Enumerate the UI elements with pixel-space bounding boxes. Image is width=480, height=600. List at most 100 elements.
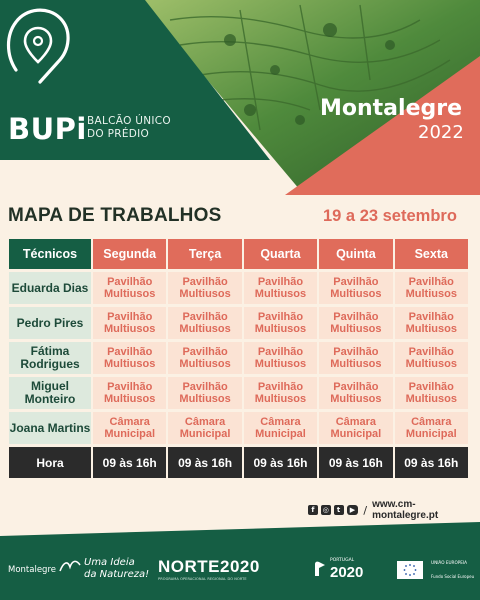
location-line: Pavilhão (333, 381, 379, 393)
footer (0, 522, 480, 600)
location-line: Multiusos (330, 358, 382, 370)
schedule-title: MAPA DE TRABALHOS (8, 205, 222, 226)
twitter-icon[interactable]: t (333, 505, 344, 515)
location-cell: Pavilhão Multiusos (93, 377, 167, 409)
location-line: Pavilhão (257, 381, 304, 393)
location-line: Multiusos (405, 393, 457, 405)
location-cell: Pavilhão Multiusos (319, 272, 393, 304)
social-links: f ◎ t ▶ / www.cm-montalegre.pt (308, 499, 480, 521)
location-cell: Câmara Municipal (394, 412, 468, 444)
location-line: Multiusos (405, 323, 457, 335)
technician-name: Fátima Rodrigues (9, 342, 91, 374)
coral-panel (285, 56, 480, 195)
montalegre-logo-icon (59, 560, 81, 572)
header-day: Sexta (394, 239, 468, 269)
event-city: Montalegre (320, 96, 463, 121)
hours-value: 09 às 16h (394, 447, 468, 478)
hours-label: Hora (9, 447, 91, 478)
brand-tagline-line2: DO PRÉDIO (87, 128, 150, 140)
portugal2020-label: PORTUGAL (330, 558, 355, 563)
location-line: Multiusos (254, 358, 307, 370)
location-line: Pavilhão (408, 276, 454, 288)
location-cell: Pavilhão Multiusos (243, 377, 318, 409)
location-line: Pavilhão (107, 276, 153, 288)
location-line: Multiusos (179, 393, 231, 405)
location-line: Pavilhão (182, 381, 228, 393)
event-year: 2022 (418, 122, 464, 143)
eu-union-label: UNIÃO EUROPEIA (431, 560, 468, 565)
location-cell: Pavilhão Multiusos (168, 307, 242, 339)
header-day: Segunda (93, 239, 167, 269)
brand-name: BUPi (8, 112, 87, 146)
eu-fund-label: Fundo Social Europeu (431, 574, 475, 579)
banner-background (0, 0, 480, 195)
location-line: Multiusos (254, 288, 307, 300)
location-cell: Câmara Municipal (319, 412, 393, 444)
website-link[interactable]: www.cm-montalegre.pt (372, 499, 439, 521)
location-cell: Pavilhão Multiusos (168, 342, 242, 374)
location-cell: Pavilhão Multiusos (93, 272, 167, 304)
location-line: Multiusos (179, 358, 231, 370)
location-line: Pavilhão (257, 276, 304, 288)
location-line: Pavilhão (182, 346, 228, 358)
location-line: Pavilhão (408, 346, 454, 358)
location-line: Pavilhão (333, 311, 379, 323)
footer-slogan-line2: da Natureza! (84, 569, 150, 580)
portugal2020-mark-icon (315, 561, 325, 576)
location-line: Multiusos (104, 393, 156, 405)
instagram-icon[interactable]: ◎ (320, 505, 331, 515)
location-line: Municipal (330, 428, 382, 440)
location-line: Pavilhão (182, 311, 228, 323)
location-line: Câmara (260, 416, 301, 428)
table-row: Pedro Pires Pavilhão Multiusos Pavilhão Mult… (9, 307, 468, 339)
table-row: Fátima Rodrigues Pavilhão Multiusos Pavilhã… (9, 342, 468, 374)
technician-name: Eduarda Dias (9, 272, 91, 304)
location-cell: Pavilhão Multiusos (394, 272, 468, 304)
location-line: Câmara (335, 416, 377, 428)
table-row: Eduarda Dias Pavilhão Multiusos Pavilhão Mul… (9, 272, 468, 304)
location-cell: Pavilhão Multiusos (168, 272, 242, 304)
hours-value: 09 às 16h (168, 447, 242, 478)
location-cell: Pavilhão Multiusos (243, 272, 318, 304)
location-line: Municipal (104, 428, 156, 440)
hours-value: 09 às 16h (93, 447, 167, 478)
norte2020-subtitle: PROGRAMA OPERACIONAL REGIONAL DO NORTE (158, 577, 247, 581)
table-row: Joana Martins Câmara Municipal Câmara Munici… (9, 412, 468, 444)
brand-tagline-line1: BALCÃO ÚNICO (87, 115, 172, 127)
location-line: Multiusos (104, 323, 156, 335)
landscape-photo (140, 0, 480, 190)
location-line: Municipal (255, 428, 306, 440)
technician-name: Miguel Monteiro (9, 377, 91, 409)
location-line: Multiusos (330, 393, 382, 405)
social-separator: / (363, 503, 368, 517)
facebook-icon[interactable]: f (308, 505, 318, 515)
location-line: Câmara (184, 416, 226, 428)
top-banner: BUPi BALCÃO ÚNICO DO PRÉDIO Montalegre 2… (0, 0, 480, 195)
location-cell: Pavilhão Multiusos (394, 377, 468, 409)
location-line: Pavilhão (107, 311, 153, 323)
location-line: Multiusos (405, 288, 457, 300)
location-cell: Pavilhão Multiusos (93, 342, 167, 374)
location-line: Pavilhão (107, 381, 153, 393)
norte2020-logo: NORTE2020 (158, 557, 260, 576)
header-day: Terça (168, 239, 242, 269)
technician-name: Pedro Pires (9, 307, 91, 339)
location-line: Câmara (109, 416, 150, 428)
footer-municipality: Montalegre (8, 565, 56, 575)
schedule-dates: 19 a 23 setembro (323, 207, 457, 225)
location-line: Municipal (179, 428, 231, 440)
header-tecnicos: Técnicos (9, 239, 91, 269)
location-line: Pavilhão (182, 276, 228, 288)
location-line: Pavilhão (257, 346, 304, 358)
location-line: Pavilhão (107, 346, 153, 358)
technician-name: Joana Martins (9, 412, 91, 444)
schedule-body: Eduarda Dias Pavilhão Multiusos Pavilhão Mul… (9, 272, 468, 444)
location-line: Multiusos (254, 323, 307, 335)
location-line: Pavilhão (333, 276, 379, 288)
location-line: Multiusos (104, 358, 156, 370)
footer-background (0, 522, 480, 600)
hours-value: 09 às 16h (243, 447, 318, 478)
hours-value: 09 às 16h (319, 447, 393, 478)
location-cell: Pavilhão Multiusos (319, 307, 393, 339)
youtube-icon[interactable]: ▶ (346, 505, 359, 515)
